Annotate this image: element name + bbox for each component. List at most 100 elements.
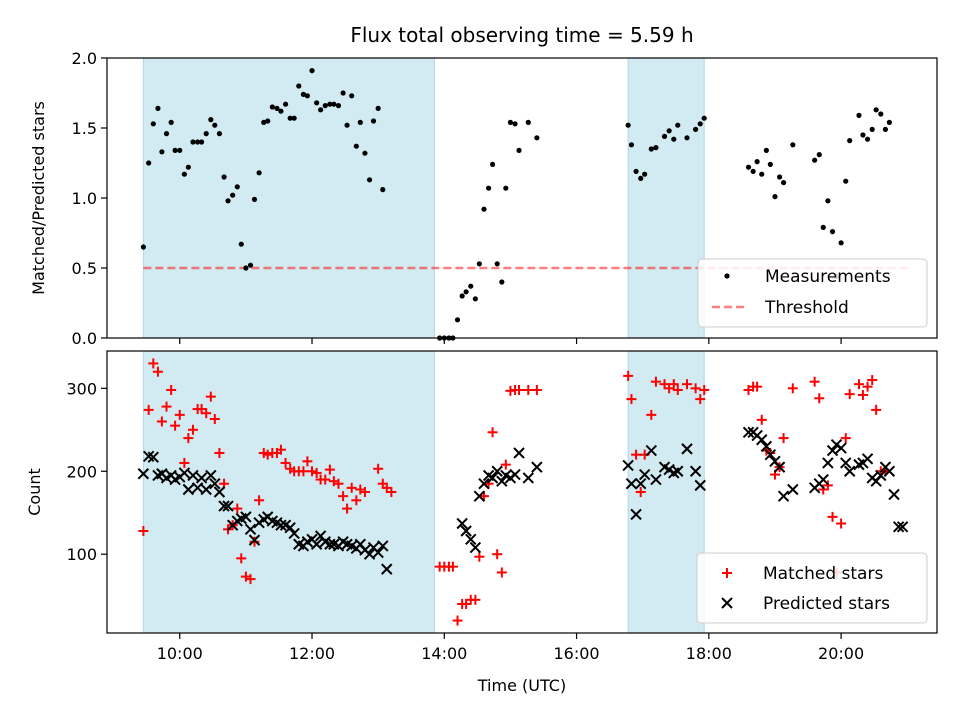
- measurement-point: [780, 180, 787, 186]
- matched-star-point: [470, 594, 481, 605]
- matched-star-point: [867, 375, 878, 386]
- matched-star-point: [138, 525, 149, 536]
- measurement-point: [256, 170, 262, 176]
- predicted-star-point: [381, 563, 393, 575]
- matched-star-point: [320, 474, 331, 485]
- measurement-point: [349, 93, 355, 99]
- measurement-point: [864, 136, 871, 142]
- measurement-point: [216, 131, 223, 137]
- measurement-point: [820, 224, 826, 230]
- measurement-point: [886, 119, 892, 125]
- measurement-point: [701, 115, 707, 121]
- predicted-star-point: [622, 459, 634, 472]
- matched-star-point: [699, 384, 710, 395]
- measurement-point: [661, 133, 668, 139]
- measurement-point: [763, 147, 769, 153]
- matched-star-point: [298, 466, 309, 477]
- matched-star-point: [166, 384, 177, 395]
- predicted-star-point: [777, 490, 790, 502]
- matched-star-point: [844, 389, 855, 400]
- matched-star-point: [214, 448, 225, 459]
- measurement-point: [494, 261, 500, 267]
- matched-star-point: [682, 379, 693, 390]
- measurement-point: [856, 112, 862, 118]
- matched-star-point: [174, 409, 185, 420]
- matched-star-point: [324, 464, 335, 475]
- predicted-star-point: [883, 465, 896, 477]
- measurement-point: [238, 241, 244, 247]
- predicted-star-point: [630, 508, 642, 521]
- predicted-star-point: [288, 527, 300, 540]
- measurement-point: [357, 119, 363, 125]
- legend-threshold-label: Threshold: [764, 298, 849, 318]
- measurement-point: [150, 121, 156, 127]
- measurement-point: [380, 187, 386, 193]
- measurement-point: [155, 105, 161, 111]
- matched-star-point: [143, 404, 154, 415]
- matched-star-point: [827, 511, 838, 522]
- predicted-star-point: [473, 490, 486, 502]
- matched-star-point: [346, 482, 357, 493]
- matched-star-point: [623, 370, 634, 381]
- matched-star-point: [635, 487, 646, 497]
- matched-star-point: [342, 503, 353, 514]
- predicted-star-point: [756, 434, 768, 446]
- matched-star-point: [672, 384, 683, 395]
- observing-window-2: [627, 57, 705, 339]
- matched-star-point: [523, 384, 534, 395]
- predicted-star-point: [478, 477, 490, 490]
- predicted-star-point: [137, 468, 150, 480]
- predicted-star-point: [681, 443, 693, 455]
- matched-star-point: [351, 495, 362, 506]
- matched-star-point: [496, 567, 507, 578]
- measurement-point: [838, 240, 844, 246]
- matched-star-point: [311, 467, 322, 478]
- predicted-star-point: [209, 477, 221, 490]
- predicted-star-point: [672, 465, 684, 477]
- predicted-star-point: [147, 451, 160, 463]
- bottom-y-tick-label: 100: [66, 545, 97, 564]
- chart-title: Flux total observing time = 5.59 h: [350, 23, 693, 47]
- x-tick-label: 18:00: [686, 644, 732, 663]
- predicted-star-point: [240, 511, 252, 523]
- measurement-point: [327, 101, 333, 107]
- measurement-point: [750, 168, 756, 174]
- x-tick-label: 10:00: [157, 644, 203, 663]
- measurement-point: [230, 192, 236, 198]
- predicted-star-point: [531, 461, 543, 473]
- measurement-point: [812, 157, 818, 163]
- matched-star-point: [626, 394, 637, 405]
- top-y-axis-label: Matched/Predicted stars: [29, 101, 48, 295]
- measurement-point: [322, 103, 328, 109]
- matched-star-point: [690, 383, 701, 394]
- matched-star-point: [836, 518, 847, 529]
- measurement-point: [265, 118, 271, 124]
- measurement-point: [304, 93, 310, 99]
- predicted-star-point: [650, 473, 662, 486]
- measurement-point: [525, 119, 531, 125]
- predicted-star-point: [363, 548, 376, 560]
- measurement-point: [274, 105, 280, 111]
- matched-star-point: [183, 433, 194, 444]
- matched-star-point: [156, 416, 167, 427]
- predicted-star-point: [200, 483, 212, 496]
- top-y-tick-label: 0.0: [72, 329, 97, 348]
- matched-star-point: [840, 433, 851, 444]
- predicted-star-point: [764, 448, 777, 461]
- measurement-point: [790, 142, 796, 148]
- measurement-point: [671, 136, 677, 142]
- measurement-point: [534, 135, 540, 141]
- predicted-star-point: [491, 465, 503, 477]
- measurement-point: [454, 317, 461, 323]
- matched-star-point: [631, 449, 642, 460]
- predicted-star-point: [817, 473, 829, 486]
- predicted-star-point: [372, 546, 384, 559]
- matched-star-point: [170, 420, 181, 431]
- measurement-point: [767, 161, 773, 167]
- matched-star-point: [262, 449, 273, 460]
- matched-star-point: [871, 404, 882, 415]
- measurement-point: [225, 198, 231, 204]
- matched-star-point: [302, 456, 313, 467]
- measurement-point: [666, 128, 672, 134]
